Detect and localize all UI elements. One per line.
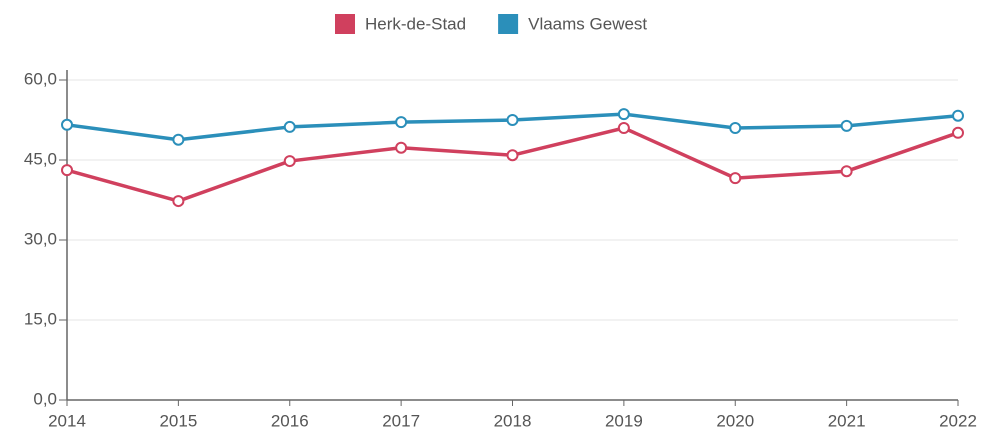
series-point [395,116,408,129]
legend-label: Vlaams Gewest [528,14,647,33]
series-point [506,114,519,126]
x-tick-label: 2020 [716,411,754,430]
x-tick-label: 2014 [48,411,86,430]
series-point [729,122,742,134]
series-line [66,126,959,203]
x-tick-label: 2015 [159,411,197,430]
x-tick-label: 2019 [605,411,643,430]
y-tick-label: 60,0 [24,69,57,88]
y-tick-label: 0,0 [33,389,57,408]
x-tick-label: 2018 [494,411,532,430]
series-point [617,122,630,134]
x-tick-label: 2016 [271,411,309,430]
series-point [506,149,519,162]
series-point [61,164,73,177]
series-point [840,165,853,178]
series-point [395,141,408,154]
x-tick-label: 2022 [939,411,977,430]
series-point [840,119,853,132]
y-tick-label: 45,0 [24,149,57,168]
series-point [729,172,742,185]
series-point [172,195,185,208]
x-tick-label: 2017 [382,411,420,430]
legend-swatch [498,14,519,34]
series-point [952,109,964,122]
x-tick-label: 2021 [828,411,866,430]
series-point [61,118,73,131]
y-tick-label: 30,0 [24,229,57,248]
series-point [283,120,296,133]
series-point [283,155,296,168]
y-tick-label: 15,0 [24,309,57,328]
series-point [172,133,185,146]
series-point [617,108,630,121]
legend-swatch [335,14,355,34]
series-point [952,126,964,139]
legend-label: Herk-de-Stad [365,14,466,33]
